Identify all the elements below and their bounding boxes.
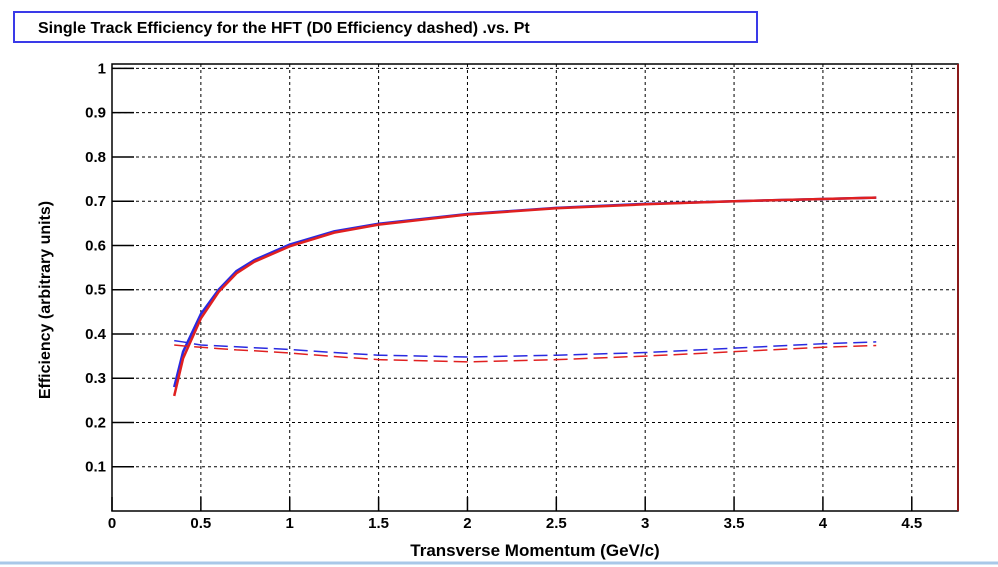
x-tick-label: 3: [641, 515, 649, 532]
series-line: [172, 196, 877, 397]
y-tick-label: 0.4: [85, 326, 107, 343]
y-tick-label: 0.7: [85, 193, 106, 210]
series-line: [174, 339, 877, 358]
x-axis-label: Transverse Momentum (GeV/c): [410, 541, 659, 560]
x-tick-label: 1: [286, 515, 294, 532]
x-tick-label: 0: [108, 515, 116, 532]
series-line: [174, 344, 877, 363]
y-tick-label: 0.6: [85, 237, 106, 254]
y-tick-label: 0.5: [85, 282, 106, 299]
y-tick-label: 1: [98, 60, 106, 77]
x-tick-label: 2.5: [546, 515, 567, 532]
x-tick-label: 1.5: [368, 515, 389, 532]
y-tick-label: 0.1: [85, 459, 106, 476]
title-box: [13, 11, 758, 43]
x-tick-label: 2: [463, 515, 471, 532]
chart-title: Single Track Efficiency for the HFT (D0 …: [38, 20, 530, 37]
y-tick-label: 0.2: [85, 414, 106, 431]
x-tick-label: 0.5: [190, 515, 211, 532]
y-tick-label: 0.9: [85, 105, 106, 122]
x-tick-label: 3.5: [724, 515, 745, 532]
x-tick-label: 4.5: [901, 515, 922, 532]
y-axis-label: Efficiency (arbitrary units): [37, 201, 54, 399]
x-tick-label: 4: [819, 515, 828, 532]
y-tick-label: 0.3: [85, 370, 106, 387]
y-tick-label: 0.8: [85, 149, 106, 166]
